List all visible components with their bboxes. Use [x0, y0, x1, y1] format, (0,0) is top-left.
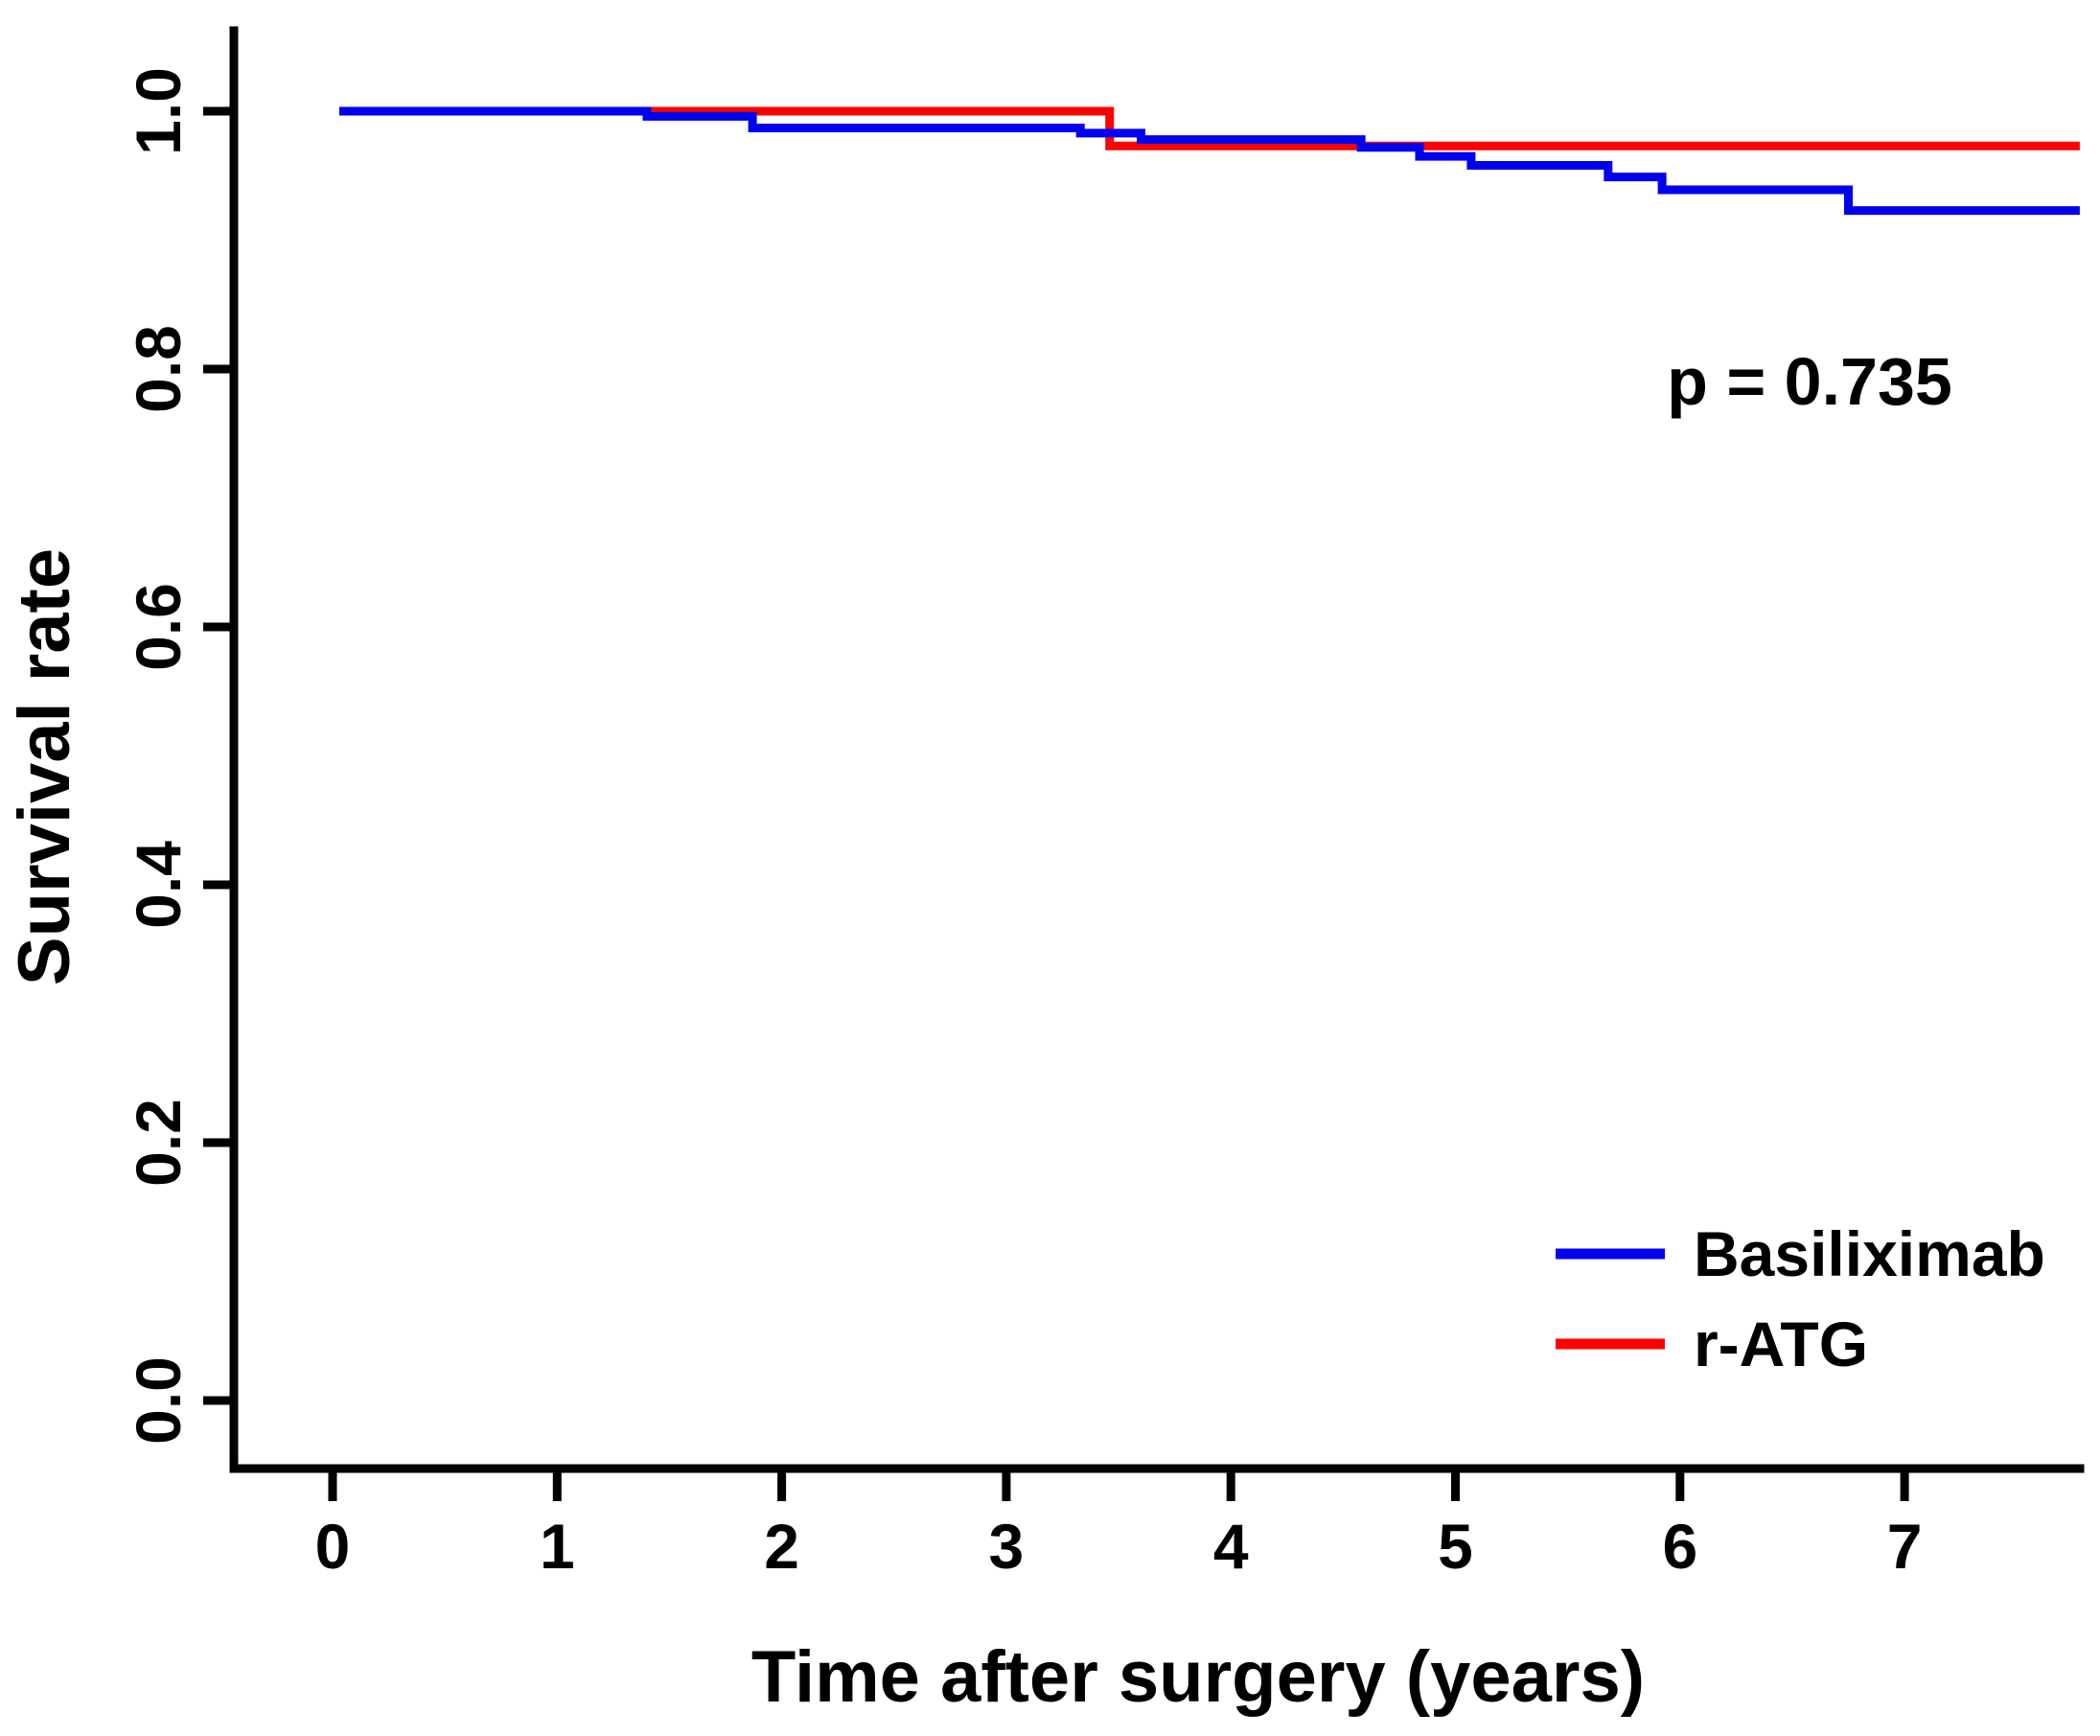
y-tick-label: 0.4 — [123, 841, 194, 929]
x-tick-label: 6 — [1662, 1511, 1697, 1582]
x-tick-label: 3 — [989, 1511, 1025, 1582]
x-tick-label: 1 — [540, 1511, 575, 1582]
curve-r-atg — [339, 106, 2080, 150]
p-value-annotation: p = 0.735 — [1667, 344, 1952, 419]
y-tick-label: 0.0 — [123, 1356, 194, 1445]
legend: Basiliximab r-ATG — [1556, 1218, 2045, 1379]
y-tick-label: 0.2 — [123, 1099, 194, 1187]
x-tick-label: 5 — [1438, 1511, 1473, 1582]
y-tick-label: 1.0 — [123, 67, 194, 155]
x-axis-title: Time after surgery (years) — [751, 1636, 1645, 1718]
y-axis-title: Survival rate — [4, 548, 85, 985]
x-tick-label: 2 — [764, 1511, 799, 1582]
x-tick-label: 0 — [315, 1511, 351, 1582]
curve-basiliximab — [339, 106, 2080, 216]
y-tick-label: 0.8 — [123, 325, 194, 413]
legend-label-basiliximab: Basiliximab — [1694, 1218, 2045, 1289]
y-axis-ticks: 0.0 0.2 0.4 0.6 0.8 1.0 — [123, 67, 234, 1445]
legend-label-r-atg: r-ATG — [1694, 1308, 1868, 1379]
x-tick-label: 4 — [1213, 1511, 1249, 1582]
survival-curves — [339, 106, 2080, 216]
x-axis-ticks: 0 1 2 3 4 5 6 7 — [315, 1469, 1923, 1582]
x-tick-label: 7 — [1887, 1511, 1923, 1582]
y-tick-label: 0.6 — [123, 583, 194, 671]
